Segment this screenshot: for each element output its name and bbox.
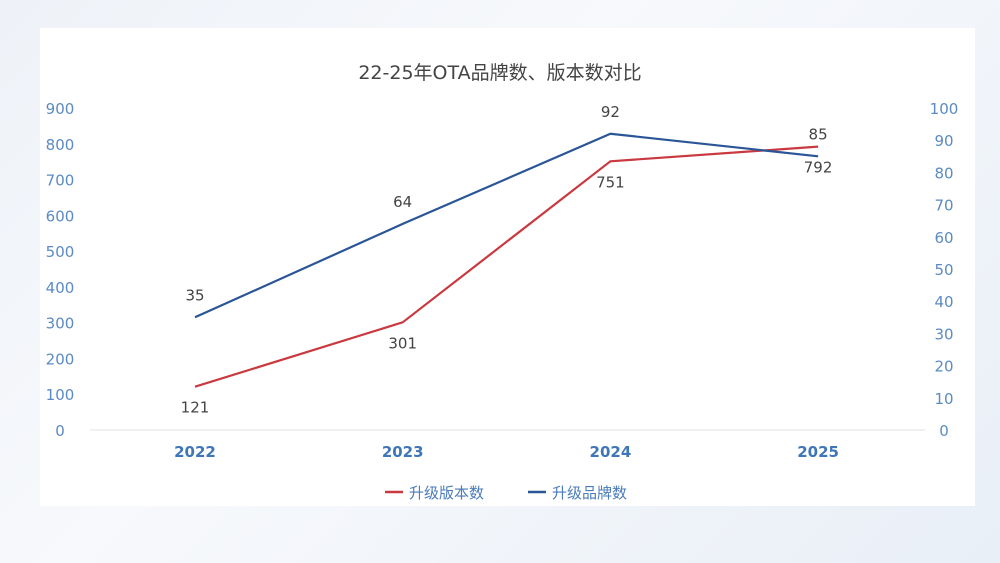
right-axis-tick: 100 — [930, 100, 959, 118]
right-axis-tick: 60 — [934, 229, 953, 247]
left-axis-tick: 600 — [46, 207, 75, 225]
left-axis-tick: 300 — [46, 315, 75, 333]
right-axis-tick: 50 — [934, 261, 953, 279]
chart-title: 22-25年OTA品牌数、版本数对比 — [358, 62, 641, 84]
right-axis-tick: 30 — [934, 325, 953, 343]
left-axis-tick: 500 — [46, 243, 75, 261]
right-axis-tick: 10 — [934, 390, 953, 408]
left-axis-tick: 900 — [46, 100, 75, 118]
left-axis-tick: 700 — [46, 172, 75, 190]
x-axis-tick: 2022 — [174, 443, 216, 461]
x-axis-tick: 2024 — [590, 443, 632, 461]
legend-label: 升级品牌数 — [552, 484, 627, 502]
right-axis-tick: 80 — [934, 164, 953, 182]
left-axis-tick: 200 — [46, 350, 75, 368]
data-label: 35 — [185, 286, 204, 304]
right-axis-tick: 20 — [934, 358, 953, 376]
left-axis-tick: 400 — [46, 279, 75, 297]
legend-label: 升级版本数 — [409, 484, 484, 502]
left-axis-tick: 800 — [46, 136, 75, 154]
right-axis-tick: 70 — [934, 197, 953, 215]
data-label: 64 — [393, 193, 412, 211]
chart-card — [40, 28, 975, 506]
series-line-2 — [194, 132, 819, 319]
left-axis-tick: 100 — [46, 386, 75, 404]
series-line-1 — [194, 145, 819, 388]
x-axis-tick: 2023 — [382, 443, 424, 461]
right-axis-tick: 40 — [934, 293, 953, 311]
data-label: 85 — [809, 125, 828, 143]
right-axis-tick: 0 — [939, 422, 949, 440]
data-label: 792 — [804, 159, 833, 177]
data-label: 121 — [181, 399, 210, 417]
data-label: 92 — [601, 103, 620, 121]
right-axis-tick: 90 — [934, 132, 953, 150]
data-label: 751 — [596, 173, 625, 191]
data-label: 301 — [388, 334, 417, 352]
left-axis-tick: 0 — [55, 422, 65, 440]
x-axis-tick: 2025 — [797, 443, 839, 461]
